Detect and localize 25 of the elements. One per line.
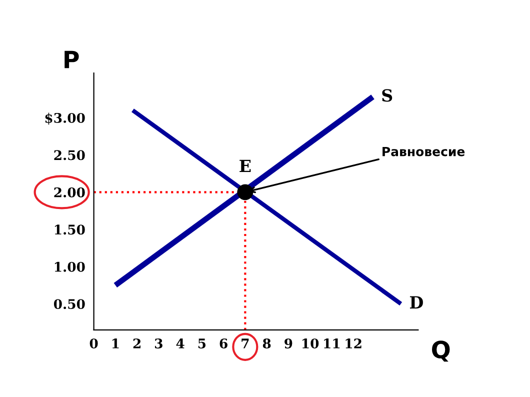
y-tick-label: 2.00 (54, 187, 85, 198)
y-tick-label: 1.50 (54, 224, 85, 235)
x-tick-label: 4 (176, 338, 184, 348)
x-tick-label: 12 (346, 338, 362, 348)
series-label: E (240, 160, 251, 172)
x-tick-label: 10 (302, 338, 319, 348)
x-tick-label: 11 (324, 338, 340, 348)
x-tick-label: 9 (284, 338, 292, 348)
series-label: S (382, 89, 392, 102)
x-tick-label: 3 (155, 338, 162, 348)
x-tick-label: 0 (90, 338, 98, 348)
x-axis-title: Q (432, 340, 450, 362)
x-tick-label: 8 (262, 338, 271, 348)
series-label: D (410, 296, 423, 308)
annotation: Равновесие (382, 146, 465, 156)
x-tick-label: 1 (112, 338, 119, 348)
y-tick-label: $3.00 (45, 112, 85, 125)
x-tick-label: 2 (133, 338, 140, 348)
y-axis-title: P (64, 50, 79, 68)
x-tick-label: 7 (242, 338, 249, 348)
x-tick-label: 6 (220, 338, 228, 348)
y-tick-label: 1.00 (54, 262, 85, 272)
y-tick-label: 2.50 (54, 150, 85, 160)
y-tick-label: 0.50 (54, 299, 85, 310)
x-tick-label: 5 (198, 338, 206, 348)
